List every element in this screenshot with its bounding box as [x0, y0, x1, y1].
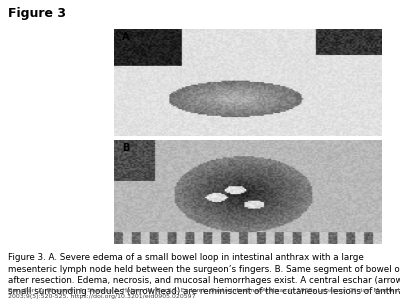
- Text: Banaflari Z, Ghosseini A, Sharara A, Hatem IM, Baril S. Endemic Gastrointestinal: Banaflari Z, Ghosseini A, Sharara A, Hat…: [8, 288, 400, 299]
- Text: B: B: [122, 143, 130, 153]
- Text: Figure 3: Figure 3: [8, 8, 66, 20]
- Text: A: A: [122, 32, 130, 42]
- Text: Figure 3. A. Severe edema of a small bowel loop in intestinal anthrax with a lar: Figure 3. A. Severe edema of a small bow…: [8, 254, 400, 296]
